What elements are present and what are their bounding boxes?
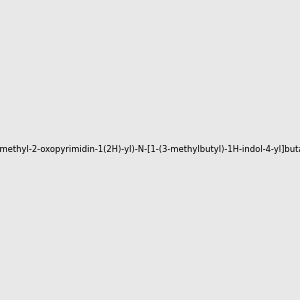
Text: 4-(4,6-dimethyl-2-oxopyrimidin-1(2H)-yl)-N-[1-(3-methylbutyl)-1H-indol-4-yl]buta: 4-(4,6-dimethyl-2-oxopyrimidin-1(2H)-yl)… [0,146,300,154]
